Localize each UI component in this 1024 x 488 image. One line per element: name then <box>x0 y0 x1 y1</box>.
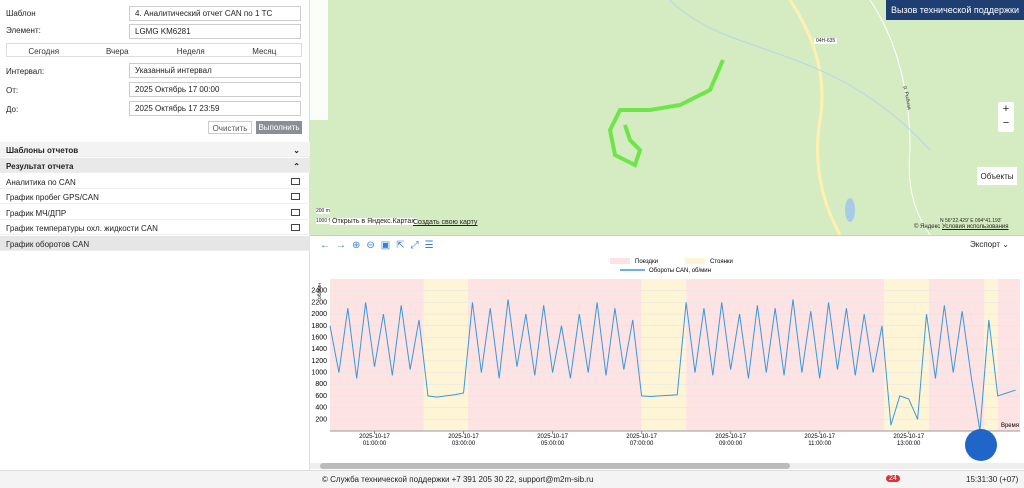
band <box>686 279 885 431</box>
result-title: График температуры охл. жидкости CAN <box>6 224 158 233</box>
band <box>884 279 929 431</box>
footer: © Служба технической поддержки +7 391 20… <box>0 470 1024 488</box>
road-label: 04Н-635 <box>814 38 838 44</box>
label: Элемент: <box>6 26 41 35</box>
map[interactable]: Вызов технической поддержки + − Объекты 0… <box>310 0 1024 235</box>
interval-select[interactable]: Указанный интервал <box>129 63 301 78</box>
y-tick-label: 1200 <box>311 358 327 365</box>
y-tick-label: 1600 <box>311 334 327 341</box>
support-text: © Служба технической поддержки +7 391 20… <box>322 475 594 484</box>
x-tick-label: 2025-10-17 09:00:00 <box>715 434 746 447</box>
scale: 1000 ft <box>316 218 332 224</box>
line <box>329 299 1016 432</box>
open-yandex-link[interactable]: Открыть в Яндекс.Картах <box>330 218 417 225</box>
y-tick-label: 2400 <box>311 288 327 295</box>
band <box>423 279 468 431</box>
band <box>997 279 1020 431</box>
section-header[interactable]: Результат отчета ⌃ <box>0 158 310 173</box>
y-tick-label: 800 <box>315 381 327 388</box>
label: От: <box>6 86 19 95</box>
sidebar: Шаблон 4. Аналитический отчет CAN по 1 Т… <box>0 0 310 470</box>
template-select[interactable]: 4. Аналитический отчет CAN по 1 ТС <box>129 6 301 21</box>
x-tick-label: 2025-10-17 07:00:00 <box>626 434 657 447</box>
result-item[interactable]: Аналитика по CAN <box>0 174 310 189</box>
x-axis-label: Время <box>1001 423 1019 429</box>
coords: N 56°22.429' E 094°41.193' <box>940 218 1002 224</box>
band <box>984 279 998 431</box>
y-tick-label: 1400 <box>311 346 327 353</box>
label: Шаблон <box>6 9 36 18</box>
section-title: Результат отчета <box>6 162 74 171</box>
label: До: <box>6 105 19 114</box>
y-tick-label: 400 <box>315 405 327 412</box>
band <box>468 279 642 431</box>
to-input[interactable]: 2025 Октябрь 17 23:59 <box>129 101 301 116</box>
create-map-link[interactable]: Создать свою карту <box>413 219 478 226</box>
map-drawing <box>310 0 931 235</box>
from-input[interactable]: 2025 Октябрь 17 00:00 <box>129 82 301 97</box>
scrollbar[interactable] <box>310 463 1024 469</box>
notification-badge[interactable]: 24 <box>886 475 900 482</box>
legend-label: Поездки <box>635 259 658 265</box>
result-title: График пробег GPS/CAN <box>6 193 99 202</box>
tab[interactable]: Месяц <box>252 47 277 56</box>
result-item[interactable]: График оборотов CAN <box>0 236 310 251</box>
x-tick-label: 2025-10-17 05:00:00 <box>537 434 568 447</box>
tab[interactable]: Неделя <box>176 47 205 56</box>
result-title: График МЧ/ДПР <box>6 209 67 218</box>
section-title: Шаблоны отчетов <box>6 146 79 155</box>
y-axis-label: об/мин <box>317 283 323 299</box>
copyright-text: © Яндекс <box>914 224 941 230</box>
tab[interactable]: Вчера <box>105 47 129 56</box>
y-tick-label: 1000 <box>311 370 327 377</box>
result-item[interactable]: График пробег GPS/CAN <box>0 189 310 204</box>
element-select[interactable]: LGMG KM6281 <box>129 24 301 39</box>
band <box>641 279 687 431</box>
section-header[interactable]: Шаблоны отчетов ⌄ <box>0 142 310 157</box>
terms-link[interactable]: Условия использования <box>941 224 1009 230</box>
legend-swatch <box>685 258 705 264</box>
legend-label: Стоянки <box>710 259 733 265</box>
copyright: © Яндекс Условия использования <box>914 224 1009 230</box>
result-title: График оборотов CAN <box>6 240 90 249</box>
clock: 15:31:30 (+07) <box>966 475 1019 484</box>
x-tick-label: 2025-10-17 03:00:00 <box>448 434 479 447</box>
export-label: Экспорт <box>970 240 1001 249</box>
chat-button[interactable] <box>965 429 997 461</box>
export-button[interactable]: Экспорт ⌄ <box>970 240 1009 249</box>
zoom-control[interactable]: + − <box>998 102 1014 132</box>
label: Интервал: <box>6 67 45 76</box>
x-tick-label: 2025-10-17 01:00:00 <box>359 434 390 447</box>
chart-panel: ←→⊕⊖▣⇱⤢☰ Экспорт ⌄ 200 400 600 800 1000 1200 1… <box>310 235 1024 470</box>
y-tick-label: 1800 <box>311 323 327 330</box>
clear-button[interactable]: Очистить <box>208 121 252 134</box>
y-tick-label: 200 <box>315 416 327 423</box>
tabs: Сегодня Вчера Неделя Месяц <box>6 43 302 57</box>
y-tick-label: 2200 <box>311 299 327 306</box>
x-tick-label: 2025-10-17 13:00:00 <box>893 434 924 447</box>
y-tick-label: 2000 <box>311 311 327 318</box>
chart: 200 400 600 800 1000 1200 1400 1600 1800 2000 2200… <box>311 258 1020 447</box>
chart-tools[interactable]: ←→⊕⊖▣⇱⤢☰ <box>320 240 440 251</box>
result-title: Аналитика по CAN <box>6 178 76 187</box>
x-tick-label: 2025-10-17 11:00:00 <box>804 434 835 447</box>
result-item[interactable]: График температуры охл. жидкости CAN <box>0 220 310 235</box>
legend-label: Обороты CAN, об/мин <box>649 268 711 274</box>
objects-button[interactable]: Объекты <box>977 167 1017 185</box>
result-item[interactable]: График МЧ/ДПР <box>0 205 310 220</box>
tab[interactable]: Сегодня <box>28 47 60 56</box>
support-button[interactable]: Вызов технической поддержки <box>886 0 1024 20</box>
y-tick-label: 600 <box>315 393 327 400</box>
scale: 200 m <box>316 208 330 214</box>
run-button[interactable]: Выполнить <box>256 121 302 134</box>
legend-swatch <box>610 258 630 264</box>
